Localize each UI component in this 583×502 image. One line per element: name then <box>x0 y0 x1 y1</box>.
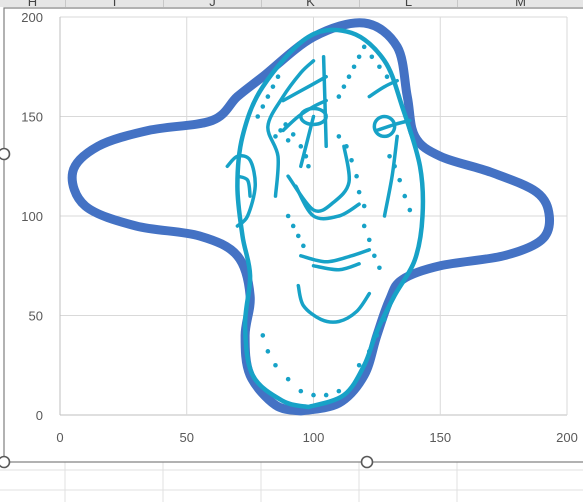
sheet-gridlines <box>0 462 583 502</box>
data-point[interactable] <box>387 154 392 159</box>
y-tick-label: 0 <box>36 408 43 423</box>
data-point[interactable] <box>397 178 402 183</box>
data-point[interactable] <box>311 393 316 398</box>
data-point[interactable] <box>266 94 271 99</box>
x-tick-label: 200 <box>556 430 578 445</box>
data-point[interactable] <box>286 377 291 382</box>
resize-handle[interactable] <box>0 457 10 468</box>
data-point[interactable] <box>387 303 392 308</box>
resize-handle[interactable] <box>0 149 10 160</box>
data-point[interactable] <box>357 190 362 195</box>
data-point[interactable] <box>337 134 342 139</box>
data-point[interactable] <box>291 132 296 137</box>
data-point[interactable] <box>370 55 375 60</box>
data-point[interactable] <box>402 194 407 199</box>
y-tick-label: 50 <box>29 309 43 324</box>
data-point[interactable] <box>375 333 380 338</box>
data-point[interactable] <box>337 389 342 394</box>
data-point[interactable] <box>291 224 296 229</box>
data-point[interactable] <box>362 45 367 50</box>
data-point[interactable] <box>342 84 347 89</box>
x-tick-label: 50 <box>180 430 194 445</box>
data-point[interactable] <box>301 244 306 249</box>
x-tick-label: 100 <box>303 430 325 445</box>
data-point[interactable] <box>266 349 271 354</box>
data-point[interactable] <box>367 349 372 354</box>
data-point[interactable] <box>377 265 382 270</box>
y-tick-label: 200 <box>21 10 43 25</box>
data-point[interactable] <box>273 363 278 368</box>
y-tick-label: 100 <box>21 209 43 224</box>
x-tick-label: 150 <box>429 430 451 445</box>
data-point[interactable] <box>347 74 352 79</box>
y-tick-label: 150 <box>21 110 43 125</box>
data-point[interactable] <box>392 164 397 169</box>
data-point[interactable] <box>306 164 311 169</box>
data-point[interactable] <box>273 134 278 139</box>
data-point[interactable] <box>283 122 288 127</box>
data-point[interactable] <box>271 84 276 89</box>
data-point[interactable] <box>354 174 359 179</box>
data-point[interactable] <box>362 224 367 229</box>
x-tick-label: 0 <box>56 430 63 445</box>
data-point[interactable] <box>408 208 413 213</box>
data-point[interactable] <box>261 104 266 109</box>
data-point[interactable] <box>344 144 349 149</box>
data-point[interactable] <box>382 317 387 322</box>
data-point[interactable] <box>278 128 283 133</box>
data-point[interactable] <box>261 333 266 338</box>
data-point[interactable] <box>296 234 301 239</box>
data-point[interactable] <box>324 393 329 398</box>
resize-handle[interactable] <box>362 457 373 468</box>
data-point[interactable] <box>286 214 291 219</box>
data-point[interactable] <box>367 238 372 243</box>
data-point[interactable] <box>349 158 354 163</box>
data-point[interactable] <box>377 64 382 69</box>
data-point[interactable] <box>299 144 304 149</box>
data-point[interactable] <box>337 94 342 99</box>
data-point[interactable] <box>357 55 362 60</box>
data-point[interactable] <box>304 154 309 159</box>
data-point[interactable] <box>255 114 260 119</box>
chart-area[interactable] <box>4 8 583 462</box>
data-point[interactable] <box>357 363 362 368</box>
data-point[interactable] <box>286 138 291 143</box>
data-point[interactable] <box>352 64 357 69</box>
data-point[interactable] <box>362 204 367 209</box>
data-point[interactable] <box>299 389 304 394</box>
data-point[interactable] <box>276 74 281 79</box>
data-point[interactable] <box>372 254 377 259</box>
data-point[interactable] <box>385 74 390 79</box>
